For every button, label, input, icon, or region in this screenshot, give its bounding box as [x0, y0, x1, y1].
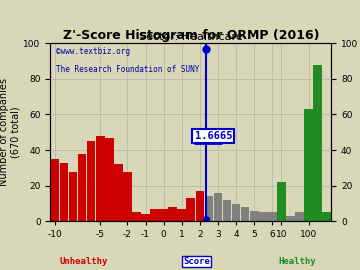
- Bar: [214, 193, 222, 221]
- Bar: [304, 109, 313, 221]
- Bar: [141, 214, 150, 221]
- Text: Sector: Healthcare: Sector: Healthcare: [139, 32, 243, 42]
- Bar: [204, 197, 213, 221]
- Y-axis label: Number of companies
(670 total): Number of companies (670 total): [0, 78, 21, 186]
- Title: Z'-Score Histogram for ORMP (2016): Z'-Score Histogram for ORMP (2016): [63, 29, 319, 42]
- Bar: [105, 138, 114, 221]
- Bar: [69, 171, 77, 221]
- Bar: [195, 191, 204, 221]
- Text: The Research Foundation of SUNY: The Research Foundation of SUNY: [56, 65, 199, 74]
- Bar: [241, 207, 249, 221]
- Bar: [96, 136, 104, 221]
- Text: Score: Score: [183, 257, 210, 266]
- Bar: [150, 209, 159, 221]
- Bar: [87, 141, 95, 221]
- Bar: [286, 216, 295, 221]
- Bar: [123, 171, 132, 221]
- Bar: [277, 182, 286, 221]
- Bar: [51, 159, 59, 221]
- Text: ©www.textbiz.org: ©www.textbiz.org: [56, 47, 130, 56]
- Text: Unhealthy: Unhealthy: [60, 257, 108, 266]
- Bar: [177, 209, 186, 221]
- Bar: [186, 198, 195, 221]
- Bar: [223, 200, 231, 221]
- Bar: [322, 212, 331, 221]
- Bar: [250, 211, 258, 221]
- Bar: [268, 212, 276, 221]
- Text: 1.6665: 1.6665: [194, 131, 232, 141]
- Bar: [232, 204, 240, 221]
- Bar: [78, 154, 86, 221]
- Bar: [168, 207, 177, 221]
- Bar: [159, 209, 168, 221]
- Bar: [132, 212, 141, 221]
- Bar: [60, 163, 68, 221]
- Bar: [295, 212, 304, 221]
- Bar: [259, 212, 267, 221]
- Bar: [313, 65, 322, 221]
- Text: Healthy: Healthy: [279, 257, 316, 266]
- Bar: [114, 164, 123, 221]
